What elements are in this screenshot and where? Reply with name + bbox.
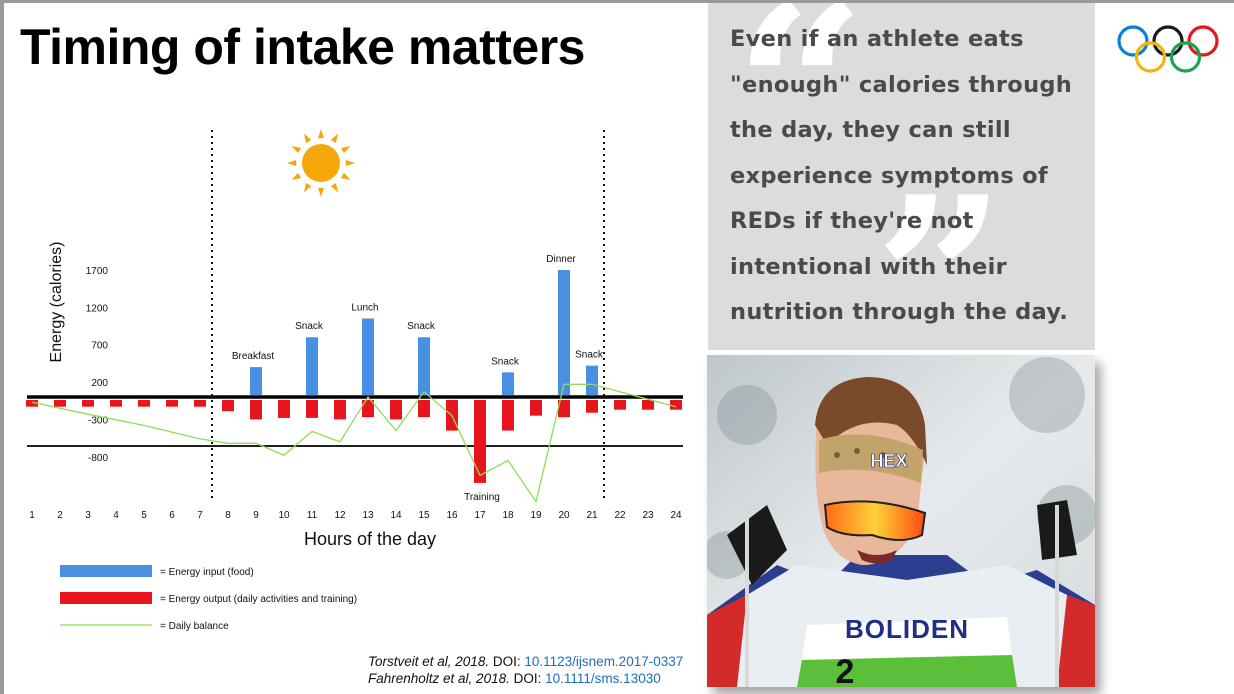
output-bar [334,400,346,420]
output-bar [390,400,402,420]
x-tick-label: 17 [474,510,486,521]
legend-label: = Daily balance [160,621,229,632]
y-tick-label: -300 [88,415,108,426]
moon-icon [105,130,157,196]
x-tick-label: 16 [446,510,458,521]
close-quote-icon: ” [874,147,1007,350]
legend-swatch-input [60,565,152,577]
output-bar [138,400,150,407]
output-bar [418,400,430,418]
sun-icon [287,129,355,197]
x-tick-label: 2 [57,510,63,521]
y-tick-label: 1700 [86,266,109,277]
quote-box: “ ” Even if an athlete eats "enough" cal… [708,3,1095,350]
meal-label: Snack [491,356,520,367]
bib-sponsor: BOLIDEN [845,614,969,644]
output-bar [362,400,374,418]
x-tick-label: 6 [169,510,175,521]
citation-fahrenholtz: Fahrenholtz et al, 2018. DOI: 10.1111/sm… [368,671,661,686]
x-tick-label: 21 [586,510,598,521]
legend-swatch-output [60,592,152,604]
training-label: Training [464,492,500,503]
x-tick-label: 19 [530,510,542,521]
x-tick-label: 10 [278,510,290,521]
output-bar [194,400,206,407]
x-tick-label: 15 [418,510,430,521]
input-bar [362,318,374,395]
meal-label: Dinner [546,254,576,265]
x-tick-label: 4 [113,510,119,521]
x-tick-label: 18 [502,510,514,521]
energy-timing-chart: Energy (calories) Hours of the day 17001… [26,129,694,632]
input-bar [306,337,318,395]
output-bar [530,400,542,416]
x-tick-label: 1 [29,510,35,521]
output-bar [82,400,94,407]
x-tick-label: 5 [141,510,147,521]
daily-balance-line [31,383,677,504]
output-bar [222,400,234,412]
x-tick-label: 20 [558,510,570,521]
x-tick-label: 14 [390,510,402,521]
input-bar [586,365,598,395]
input-bar [502,372,514,395]
slide-title: Timing of intake matters [20,19,585,75]
headband-text: HEX [870,451,907,471]
moon-icon [642,130,694,196]
input-bar [558,270,570,395]
output-bar [26,400,38,407]
doi-link[interactable]: 10.1111/sms.13030 [545,671,661,686]
meal-label: Snack [575,350,604,361]
athlete-photo: BOLIDEN 2 HEX [707,355,1095,687]
output-bar [166,400,178,407]
input-bar [418,337,430,395]
bib-number: 2 [836,653,855,687]
meal-label: Snack [295,321,324,332]
x-axis-label: Hours of the day [304,529,436,549]
x-tick-label: 9 [253,510,259,521]
x-tick-label: 23 [642,510,654,521]
meal-label: Snack [407,321,436,332]
y-tick-label: 200 [91,378,108,389]
x-tick-label: 11 [307,510,318,521]
output-bar [586,400,598,413]
output-bar [306,400,318,418]
meal-label: Lunch [351,303,378,314]
y-axis-label: Energy (calories) [48,242,65,363]
meal-label: Breakfast [232,351,274,362]
output-bar [670,400,682,410]
x-tick-label: 24 [670,510,682,521]
y-tick-label: -800 [88,453,108,464]
x-tick-label: 3 [85,510,91,521]
x-tick-label: 22 [614,510,626,521]
legend-label: = Energy input (food) [160,567,254,578]
input-bar [250,367,262,395]
legend-label: = Energy output (daily activities and tr… [160,594,357,605]
x-tick-label: 13 [362,510,374,521]
slide-left-border [0,0,4,694]
x-tick-label: 7 [197,510,203,521]
output-bar [278,400,290,418]
open-quote-icon: “ [734,3,867,225]
output-bar [642,400,654,410]
slide-top-border [0,0,1234,3]
output-bar [110,400,122,407]
x-tick-label: 12 [334,510,346,521]
output-bar [502,400,514,431]
y-tick-label: 700 [91,341,108,352]
output-bar [250,400,262,420]
output-bar [54,400,66,407]
olympic-rings-icon [1117,25,1219,73]
output-bar [558,400,570,418]
output-bar [474,400,486,483]
citation-torstveit: Torstveit et al, 2018. DOI: 10.1123/ijsn… [368,654,684,669]
doi-link[interactable]: 10.1123/ijsnem.2017-0337 [524,654,684,669]
x-tick-label: 8 [225,510,231,521]
y-tick-label: 1200 [86,303,109,314]
output-bar [614,400,626,410]
quote-text: Even if an athlete eats "enough" calorie… [730,26,1073,325]
